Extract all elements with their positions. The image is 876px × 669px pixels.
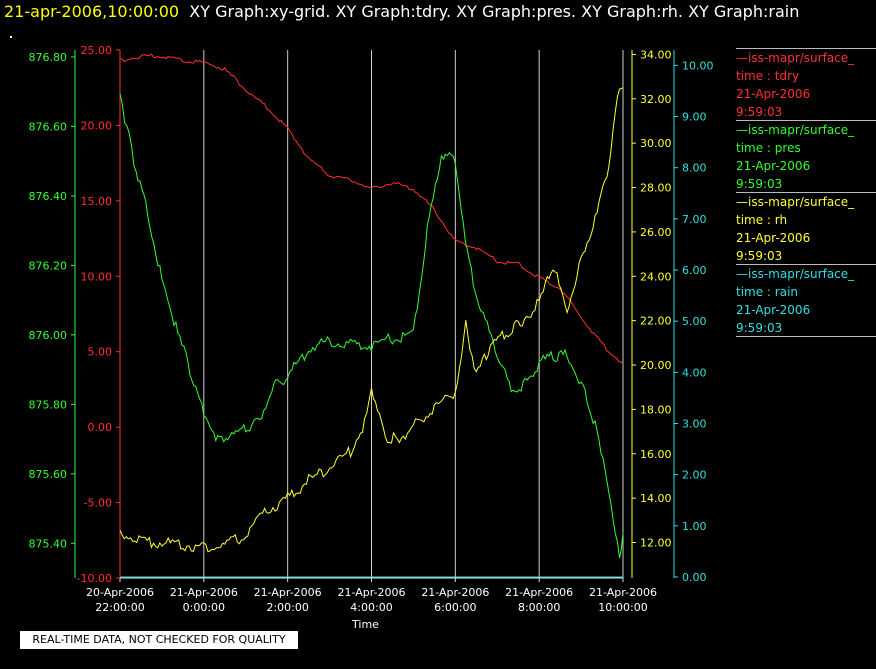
legend-variable: time : rh [736, 213, 788, 227]
legend-variable: time : tdry [736, 69, 800, 83]
pres-tick-label: 875.40 [29, 537, 68, 550]
legend: —iss-mapr/surface_ time : tdry 21-Apr-20… [736, 48, 876, 337]
rh-tick-label: 12.00 [640, 537, 672, 550]
series-line-tdry [120, 53, 624, 365]
rain-tick-label: 2.00 [682, 469, 707, 482]
tdry-tick-label: -5.00 [84, 497, 112, 510]
pres-tick-label: 876.60 [29, 120, 68, 133]
legend-source: —iss-mapr/surface_ [736, 51, 855, 65]
x-tick-label: 21-Apr-2006 [589, 586, 657, 599]
x-tick-label: 22:00:00 [95, 601, 144, 614]
series-line-pres [119, 93, 624, 559]
legend-variable: time : rain [736, 285, 799, 299]
rh-tick-label: 14.00 [640, 492, 672, 505]
rain-tick-label: 0.00 [682, 571, 707, 584]
rain-tick-label: 3.00 [682, 417, 707, 430]
x-tick-label: 21-Apr-2006 [337, 586, 405, 599]
pres-tick-label: 875.60 [29, 468, 68, 481]
pres-tick-label: 875.80 [29, 398, 68, 411]
rh-tick-label: 34.00 [640, 48, 672, 61]
pres-tick-label: 876.20 [29, 259, 68, 272]
legend-source: —iss-mapr/surface_ [736, 267, 855, 281]
rain-tick-label: 5.00 [682, 315, 707, 328]
tdry-tick-label: 25.00 [81, 44, 113, 57]
legend-date: 21-Apr-2006 [736, 87, 811, 101]
rain-tick-label: 4.00 [682, 366, 707, 379]
quality-warning-banner: REAL-TIME DATA, NOT CHECKED FOR QUALITY [20, 631, 298, 649]
x-tick-label: 2:00:00 [266, 601, 308, 614]
legend-entry-rh: —iss-mapr/surface_ time : rh 21-Apr-2006… [736, 192, 876, 264]
rh-tick-label: 22.00 [640, 315, 672, 328]
pres-tick-label: 876.40 [29, 190, 68, 203]
x-tick-label: 21-Apr-2006 [170, 586, 238, 599]
pres-tick-label: 876.80 [29, 51, 68, 64]
legend-time: 9:59:03 [736, 105, 783, 119]
tdry-tick-label: 5.00 [88, 346, 113, 359]
tdry-tick-label: -10.00 [77, 572, 112, 585]
x-tick-label: 6:00:00 [434, 601, 476, 614]
x-tick-label: 21-Apr-2006 [254, 586, 322, 599]
legend-entry-rain: —iss-mapr/surface_ time : rain 21-Apr-20… [736, 264, 876, 337]
tdry-tick-label: 20.00 [81, 119, 113, 132]
rh-tick-label: 24.00 [640, 270, 672, 283]
x-tick-label: 0:00:00 [183, 601, 225, 614]
rh-tick-label: 26.00 [640, 226, 672, 239]
decorative-dot [10, 36, 12, 38]
legend-variable: time : pres [736, 141, 801, 155]
legend-source: —iss-mapr/surface_ [736, 195, 855, 209]
x-axis-label: Time [351, 618, 379, 631]
legend-date: 21-Apr-2006 [736, 231, 811, 245]
x-tick-label: 21-Apr-2006 [421, 586, 489, 599]
pres-tick-label: 876.00 [29, 329, 68, 342]
rh-tick-label: 28.00 [640, 182, 672, 195]
legend-date: 21-Apr-2006 [736, 303, 811, 317]
rh-tick-label: 18.00 [640, 403, 672, 416]
tdry-tick-label: 15.00 [81, 195, 113, 208]
header-graph-titles: XY Graph:xy-grid. XY Graph:tdry. XY Grap… [189, 2, 800, 21]
legend-source: —iss-mapr/surface_ [736, 123, 855, 137]
x-tick-label: 8:00:00 [518, 601, 560, 614]
rain-tick-label: 9.00 [682, 111, 707, 124]
rain-tick-label: 1.00 [682, 520, 707, 533]
x-tick-label: 21-Apr-2006 [505, 586, 573, 599]
legend-time: 9:59:03 [736, 177, 783, 191]
tdry-tick-label: 0.00 [88, 421, 113, 434]
rh-tick-label: 20.00 [640, 359, 672, 372]
rh-tick-label: 30.00 [640, 137, 672, 150]
rh-tick-label: 16.00 [640, 448, 672, 461]
rain-tick-label: 10.00 [682, 59, 714, 72]
legend-time: 9:59:03 [736, 249, 783, 263]
rain-tick-label: 6.00 [682, 264, 707, 277]
x-tick-label: 4:00:00 [350, 601, 392, 614]
legend-entry-tdry: —iss-mapr/surface_ time : tdry 21-Apr-20… [736, 48, 876, 120]
x-tick-label: 10:00:00 [598, 601, 647, 614]
header-datetime: 21-apr-2006,10:00:00 [4, 2, 180, 21]
series-line-rh [119, 87, 624, 553]
rain-tick-label: 8.00 [682, 162, 707, 175]
tdry-tick-label: 10.00 [81, 270, 113, 283]
legend-entry-pres: —iss-mapr/surface_ time : pres 21-Apr-20… [736, 120, 876, 192]
legend-date: 21-Apr-2006 [736, 159, 811, 173]
x-tick-label: 20-Apr-2006 [86, 586, 154, 599]
rain-tick-label: 7.00 [682, 213, 707, 226]
legend-time: 9:59:03 [736, 321, 783, 335]
chart-header: 21-apr-2006,10:00:00 XY Graph:xy-grid. X… [4, 1, 799, 23]
rh-tick-label: 32.00 [640, 93, 672, 106]
